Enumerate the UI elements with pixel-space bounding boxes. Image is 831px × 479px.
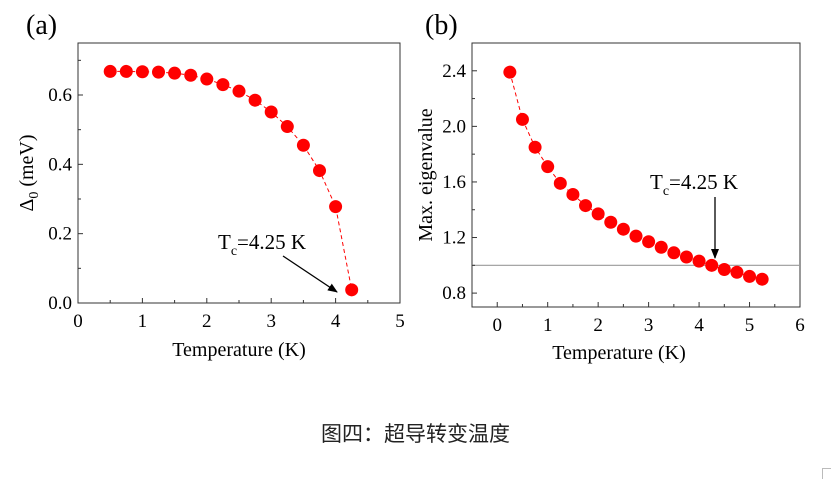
- y-axis-label-a: Δ0 (meV): [16, 134, 42, 211]
- x-axis-label-a: Temperature (K): [172, 339, 306, 361]
- y-tick-label: 0.4: [48, 154, 72, 175]
- y-tick-label: 0.2: [48, 224, 72, 245]
- y-tick-label: 2.4: [442, 61, 466, 82]
- y-tick-label: 1.6: [442, 172, 466, 193]
- data-point: [566, 187, 580, 201]
- x-tick-label: 5: [745, 315, 755, 336]
- tc-annotation-b: Tc=4.25 K: [650, 170, 738, 199]
- data-point: [553, 176, 567, 190]
- tc-annotation-a: Tc=4.25 K: [218, 230, 306, 259]
- data-point: [135, 65, 149, 79]
- data-point: [119, 64, 133, 78]
- tc-arrow-a: [282, 255, 338, 293]
- y-tick-label: 1.2: [442, 228, 466, 249]
- data-point: [743, 269, 757, 283]
- panel-label-b: (b): [425, 10, 458, 41]
- data-point: [264, 105, 278, 119]
- data-point: [184, 68, 198, 82]
- plot-frame-b: [471, 42, 801, 308]
- data-point: [604, 215, 618, 229]
- ann-sub: c: [231, 244, 237, 259]
- y-label-sub: 0: [27, 192, 42, 199]
- plot-frame-a: [77, 42, 401, 304]
- data-point: [705, 258, 719, 272]
- chart-a: (a) 0 1 2 3 4 5 0.0 0.2 0.4 0.6 Temperature (K) Δ…: [16, 10, 405, 361]
- data-point: [579, 199, 593, 213]
- data-point: [730, 265, 744, 279]
- data-point: [345, 283, 359, 297]
- data-point: [629, 229, 643, 243]
- figure-caption: 图四：超导转变温度: [321, 422, 510, 446]
- x-axis-label-b: Temperature (K): [552, 342, 686, 364]
- data-point: [313, 164, 326, 178]
- x-tick-label: 6: [795, 315, 805, 336]
- data-point: [232, 84, 246, 98]
- corner-mark: [822, 468, 831, 479]
- data-point: [755, 272, 769, 286]
- y-label-unit: (meV): [16, 134, 38, 191]
- y-tick-label: 0.8: [442, 283, 466, 304]
- y-axis-label-b: Max. eigenvalue: [415, 108, 437, 241]
- data-point: [296, 138, 310, 152]
- ann-main: T: [218, 230, 231, 254]
- data-point: [654, 240, 668, 254]
- data-point: [515, 112, 529, 126]
- x-tick-label: 0: [492, 315, 502, 336]
- ann-rest: =4.25 K: [237, 230, 306, 254]
- chart-b: (b) 0 1 2 3 4 5 6 0.8 1.2 1.6 2.0 2.4 Temperature (…: [415, 10, 805, 364]
- data-point: [200, 72, 214, 86]
- x-tick-label: 2: [593, 315, 603, 336]
- x-tick-label: 1: [138, 311, 148, 332]
- data-point: [103, 64, 117, 78]
- x-tick-label: 4: [331, 311, 341, 332]
- ann-sub: c: [663, 184, 669, 199]
- data-point: [717, 262, 731, 276]
- series-line-a: [110, 70, 353, 290]
- y-label-symbol: Δ: [16, 199, 38, 212]
- data-point: [679, 250, 693, 264]
- x-tick-label: 5: [395, 311, 405, 332]
- x-tick-label: 2: [202, 311, 212, 332]
- data-point: [541, 160, 555, 174]
- data-point: [168, 66, 182, 80]
- data-point: [216, 78, 230, 92]
- ann-rest: =4.25 K: [669, 170, 738, 194]
- data-point: [591, 207, 605, 221]
- data-point: [152, 65, 165, 79]
- data-point: [692, 254, 706, 268]
- x-tick-label: 1: [543, 315, 553, 336]
- data-point: [642, 235, 656, 249]
- panel-label-a: (a): [26, 10, 57, 41]
- x-tick-label: 4: [694, 315, 704, 336]
- x-tick-label: 0: [73, 311, 83, 332]
- data-point: [616, 222, 630, 236]
- data-point: [667, 246, 681, 260]
- data-point: [248, 93, 262, 107]
- y-tick-label: 0.6: [48, 85, 72, 106]
- data-point: [280, 120, 294, 134]
- x-tick-label: 3: [644, 315, 654, 336]
- data-point: [503, 65, 517, 79]
- data-point: [329, 200, 343, 214]
- y-tick-label: 2.0: [442, 116, 466, 137]
- y-tick-label: 0.0: [48, 293, 72, 314]
- data-point: [528, 140, 542, 154]
- x-tick-label: 3: [266, 311, 276, 332]
- ann-main: T: [650, 170, 663, 194]
